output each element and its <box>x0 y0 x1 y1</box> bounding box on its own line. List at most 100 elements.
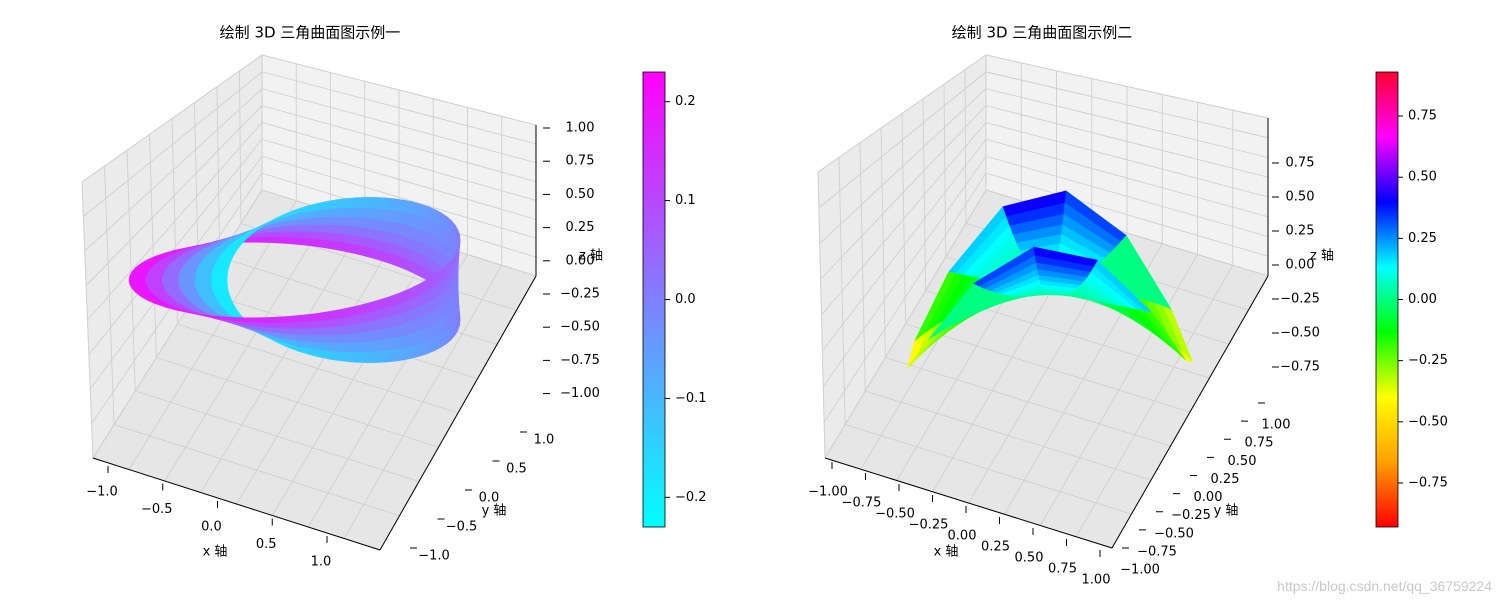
grid-line <box>84 88 263 252</box>
surface-facet <box>328 333 343 344</box>
watermark: https://blog.csdn.net/qq_36759224 <box>1277 578 1492 594</box>
surface-facet <box>302 237 319 248</box>
x-tick-label: 0.0 <box>201 520 222 535</box>
colorbar-tick-label: −0.50 <box>1408 414 1448 429</box>
grid-line <box>261 88 537 164</box>
grid-line <box>985 71 1269 139</box>
surface-facet <box>195 264 215 271</box>
grid-line <box>820 105 987 280</box>
grid-line <box>905 323 1191 413</box>
x-axis-line <box>824 457 1113 549</box>
surface-facet <box>306 210 319 220</box>
x-axis-line <box>92 457 381 551</box>
surface-facet <box>128 275 147 281</box>
chart-2-title: 绘制 3D 三角曲面图示例二 <box>952 24 1133 42</box>
surface-facet <box>161 284 181 290</box>
grid-line <box>261 105 537 183</box>
surface-facet <box>144 279 163 285</box>
x-tick-label: 1.0 <box>311 555 332 570</box>
surface-facet <box>210 274 228 281</box>
surface-facet <box>305 334 319 343</box>
surface-facet <box>317 326 332 336</box>
z-tick-label: 0.25 <box>1286 224 1315 239</box>
surface-facet <box>317 349 329 360</box>
colorbar-1: 0.2 0.1 0.0 −0.1 −0.2 <box>642 71 707 528</box>
z-tick-label: −0.25 <box>560 287 600 302</box>
surface-facet <box>328 216 343 227</box>
surface-facet <box>210 284 229 291</box>
surface-facet <box>178 284 197 291</box>
y-tick-label: 0.75 <box>1245 436 1274 451</box>
surface-facet <box>302 312 319 323</box>
y-axis-line <box>1111 275 1269 549</box>
z-axis-label: z 轴 <box>1310 249 1334 264</box>
grid-line <box>343 265 503 539</box>
y-tick-label: −0.25 <box>1171 508 1211 523</box>
y-tick-label: −0.50 <box>1154 526 1194 541</box>
z-tick-label: 1.00 <box>566 121 595 136</box>
surface-facet <box>317 216 331 226</box>
colorbar-tick-label: 0.0 <box>675 292 696 307</box>
surface-facet <box>317 200 329 211</box>
x-tick-label: −0.75 <box>842 496 882 511</box>
x-tick-label: 0.00 <box>948 529 977 544</box>
y-tick-label: 0.50 <box>1228 454 1257 469</box>
z-tick-label: 0.50 <box>1286 190 1315 205</box>
chart-1: 绘制 3D 三角曲面图示例一−1.0−0.50.00.51.0x 轴 −1.0−0… <box>81 24 707 570</box>
x-tick-label: 1.00 <box>1082 573 1111 588</box>
y-tick-label: 1.0 <box>534 433 555 448</box>
surface-facet <box>1033 246 1098 267</box>
x-tick-label: −0.25 <box>909 518 949 533</box>
grid-line <box>81 54 263 183</box>
z-tick-label: −1.00 <box>560 386 600 401</box>
x-tick-label: 0.5 <box>256 537 277 552</box>
x-axis-label: x 轴 <box>203 545 228 560</box>
grid-line <box>818 71 987 209</box>
surface-facet <box>286 237 305 246</box>
x-tick-label: −1.00 <box>808 485 848 500</box>
colorbar-tick-label: −0.2 <box>675 490 707 505</box>
colorbar-tick-label: −0.25 <box>1408 353 1448 368</box>
surface-facet <box>129 270 149 277</box>
surface-facet <box>327 342 341 352</box>
grid-line <box>964 69 967 224</box>
colorbar-tick-label: 0.2 <box>675 94 696 109</box>
surface-facet <box>161 274 179 281</box>
z-tick-label: −0.25 <box>1280 292 1320 307</box>
colorbar-tick-label: −0.1 <box>675 391 707 406</box>
surface-facet <box>304 224 319 233</box>
z-tick-label: −0.50 <box>1280 326 1320 341</box>
grid-line <box>261 122 537 201</box>
surface-facet <box>161 270 181 276</box>
y-tick-label: −0.5 <box>446 520 478 535</box>
colorbar-tick-label: −0.75 <box>1408 475 1448 490</box>
surface-facet <box>195 289 215 296</box>
x-tick-label: −1.0 <box>86 485 118 500</box>
surface-facet <box>211 289 231 297</box>
xy-surface <box>906 190 1193 370</box>
surface-facet <box>317 208 330 219</box>
grid-line <box>1075 265 1234 537</box>
y-axis-line <box>379 275 537 551</box>
z-tick-label: 0.75 <box>566 154 595 169</box>
x-tick-label: 0.50 <box>1015 551 1044 566</box>
surface-facet <box>306 340 319 350</box>
chart-2: 绘制 3D 三角曲面图示例二−1.00−0.75−0.50−0.250.000.… <box>808 24 1448 588</box>
surface-facet <box>177 274 196 281</box>
y-tick-label: −1.00 <box>1120 563 1160 578</box>
grid-line <box>817 54 987 173</box>
grid-line <box>819 88 987 244</box>
grid-line <box>239 70 242 224</box>
surface-facet <box>317 341 330 352</box>
surface-facet <box>291 327 307 336</box>
colorbar-bar <box>642 71 666 528</box>
surface-facet <box>210 279 228 286</box>
y-axis-label: y 轴 <box>482 504 507 519</box>
surface-facet <box>338 342 353 353</box>
grid-line <box>985 88 1269 158</box>
z-tick-label: 0.75 <box>1286 156 1315 171</box>
z-tick-label: −0.75 <box>1280 360 1320 375</box>
grid-line <box>943 84 947 258</box>
surface-facet <box>317 334 331 344</box>
y-tick-label: −0.75 <box>1137 544 1177 559</box>
